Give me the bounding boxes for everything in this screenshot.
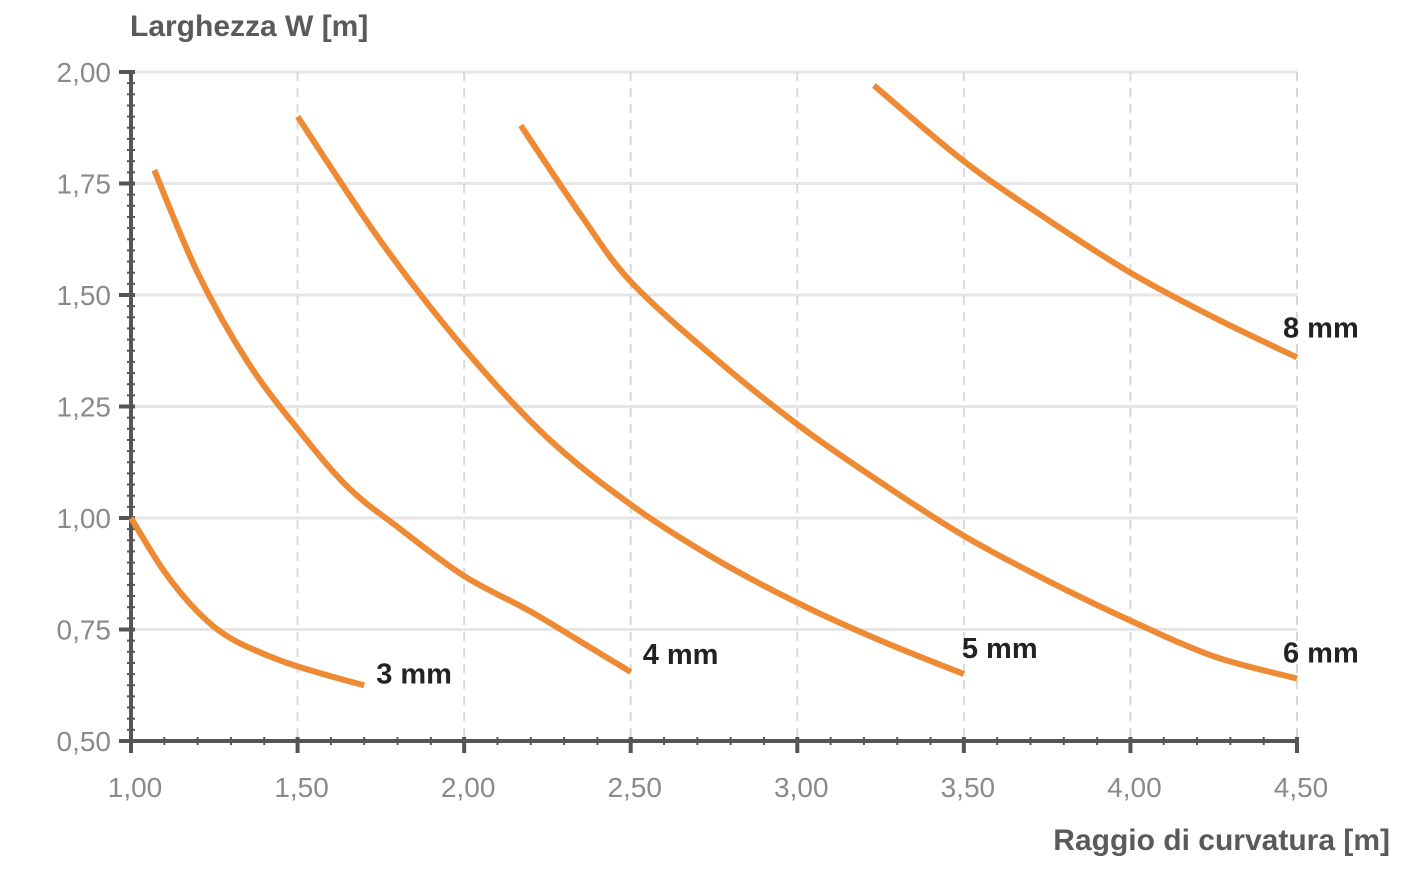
series-line-6mm xyxy=(518,123,1298,682)
series-line-5mm xyxy=(295,114,966,677)
series-label: 8 mm xyxy=(1283,312,1359,344)
x-tick-label: 2,00 xyxy=(441,772,496,803)
series-lines xyxy=(128,83,1299,689)
y-tick-label: 0,75 xyxy=(57,615,112,646)
series-label: 5 mm xyxy=(962,633,1038,665)
y-tick-label: 0,50 xyxy=(57,726,112,757)
x-tick-label: 1,50 xyxy=(274,772,329,803)
x-tick-label: 1,00 xyxy=(108,772,163,803)
series-label: 3 mm xyxy=(376,658,452,690)
y-axis-title: Larghezza W [m] xyxy=(130,10,368,43)
x-tick-label: 3,50 xyxy=(941,772,996,803)
y-tick-label: 1,00 xyxy=(57,503,112,534)
y-tick-label: 1,50 xyxy=(57,280,112,311)
series-line-8mm xyxy=(871,83,1299,361)
y-tick-label: 2,00 xyxy=(57,57,112,88)
x-axis-title: Raggio di curvatura [m] xyxy=(1053,824,1390,857)
x-tick-label: 2,50 xyxy=(607,772,662,803)
y-tick-label: 1,75 xyxy=(57,169,112,200)
series-labels: 3 mm 4 mm 5 mm 6 mm 8 mm xyxy=(376,312,1359,690)
ticks: 0,50 0,75 1,00 1,25 1,50 1,75 2,00 1,00 1,50 2,00… xyxy=(57,57,1329,803)
y-tick-label: 1,25 xyxy=(57,392,112,423)
series-label: 4 mm xyxy=(643,639,719,671)
x-tick-label: 4,00 xyxy=(1107,772,1162,803)
x-tick-label: 3,00 xyxy=(774,772,829,803)
x-tick-label: 4,50 xyxy=(1274,772,1329,803)
series-line-4mm xyxy=(151,168,633,675)
series-line-3mm xyxy=(128,516,365,689)
series-label: 6 mm xyxy=(1283,638,1359,670)
grid xyxy=(131,70,1298,741)
